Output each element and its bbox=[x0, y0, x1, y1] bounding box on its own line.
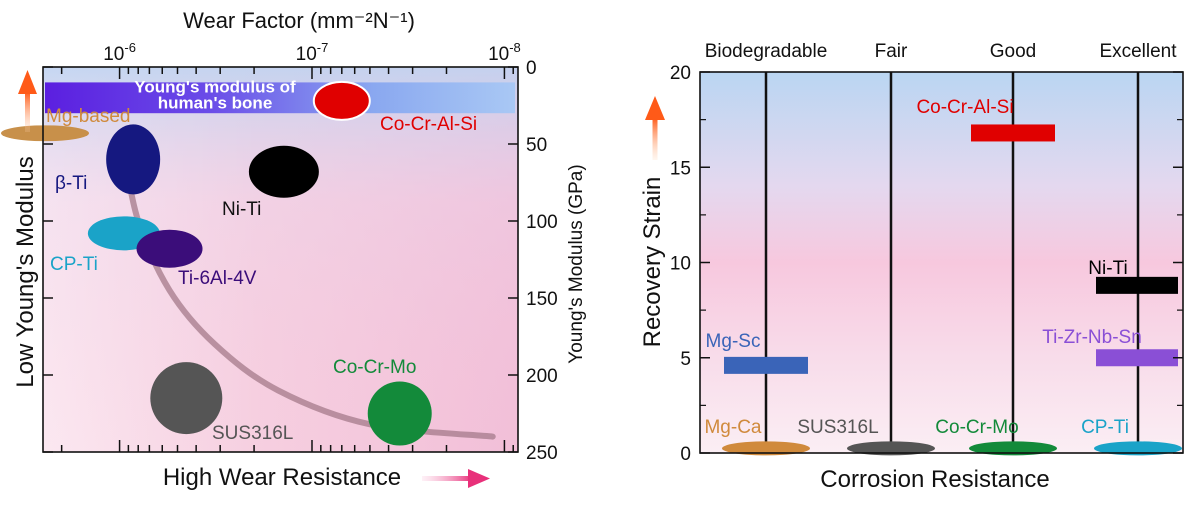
point-label-ti-6al-4v: Ti-6Al-4V bbox=[178, 268, 257, 289]
category-label-fair: Fair bbox=[875, 41, 908, 62]
point-label-co-cr-al-si: Co-Cr-Al-Si bbox=[380, 114, 477, 135]
bar-co-cr-al-si bbox=[971, 124, 1055, 142]
y-tick-label: 5 bbox=[680, 349, 691, 370]
bone-band-label: Young's modulus of bbox=[134, 77, 296, 96]
top-x-axis-title: Wear Factor (mm⁻²N⁻¹) bbox=[183, 8, 415, 33]
bar-label-sus316l: SUS316L bbox=[797, 417, 878, 438]
left-vertical-label: Low Young's Modulus bbox=[12, 156, 39, 387]
point-mg-based bbox=[1, 125, 89, 141]
point-label-ni-ti: Ni-Ti bbox=[222, 199, 261, 220]
bar-label-mg-sc: Mg-Sc bbox=[706, 331, 761, 352]
category-labels: Biodegradable Fair Good Excellent bbox=[705, 41, 1178, 62]
x-tick-label: 10-7 bbox=[296, 40, 329, 65]
x-tick-label: 10-8 bbox=[488, 40, 521, 65]
right-y-axis-ticks: 0 50 100 150 200 250 bbox=[43, 58, 558, 464]
right-plot-background bbox=[700, 72, 1183, 453]
left-plot-frame bbox=[42, 66, 519, 453]
y-tick-label: 200 bbox=[526, 366, 558, 387]
bar-mg-sc bbox=[724, 356, 808, 374]
point-co-cr-mo bbox=[367, 381, 432, 446]
y-tick-label: 0 bbox=[680, 444, 691, 465]
y-tick-label: 0 bbox=[526, 58, 537, 79]
point-ti bbox=[106, 124, 161, 195]
bar-cp-ti bbox=[1094, 441, 1182, 456]
material-bars: Mg-Ca Mg-Sc SUS316L Co-Cr-Mo Co-Cr-Al-Si CP-T… bbox=[704, 97, 1182, 456]
right-y-axis-title: Recovery Strain bbox=[639, 177, 666, 348]
right-y-axis-title: Young's Modulus (GPa) bbox=[566, 164, 587, 363]
point-label-cp-ti: CP-Ti bbox=[50, 254, 98, 275]
x-tick-label: 10-6 bbox=[103, 40, 136, 65]
category-label-excellent: Excellent bbox=[1099, 41, 1177, 62]
bar-label-co-cr-al-si: Co-Cr-Al-Si bbox=[916, 97, 1013, 118]
bone-band-label: human's bone bbox=[158, 93, 273, 112]
point-ti-6al-4v bbox=[136, 229, 203, 268]
bar-label-mg-ca: Mg-Ca bbox=[704, 417, 761, 438]
bar-label-ni-ti: Ni-Ti bbox=[1088, 258, 1127, 279]
bone-band-rect bbox=[45, 82, 515, 114]
strain-arrow-icon bbox=[645, 96, 665, 160]
material-points: Mg-based β-Ti Ni-Ti CP-Ti Ti-6Al-4V Co-Cr-Al-… bbox=[1, 80, 477, 446]
right-x-axis-title: Corrosion Resistance bbox=[820, 466, 1049, 493]
bar-sus316l bbox=[847, 441, 935, 456]
bar-ti-zr-nb-sn bbox=[1096, 349, 1178, 367]
wear-arrow-icon bbox=[422, 469, 490, 488]
bar-label-co-cr-mo: Co-Cr-Mo bbox=[935, 417, 1018, 438]
modulus-arrow-icon bbox=[18, 70, 37, 132]
point-label-mg-based: Mg-based bbox=[46, 106, 131, 127]
y-tick-label: 20 bbox=[670, 63, 691, 84]
point-label-ti: β-Ti bbox=[55, 173, 87, 194]
point-sus316l bbox=[150, 362, 223, 435]
right-chart: Mg-Ca Mg-Sc SUS316L Co-Cr-Mo Co-Cr-Al-Si CP-T… bbox=[639, 41, 1184, 493]
y-tick-label: 10 bbox=[670, 254, 691, 275]
point-ni-ti bbox=[248, 145, 319, 198]
bar-label-ti-zr-nb-sn: Ti-Zr-Nb-Sn bbox=[1042, 327, 1142, 348]
y-tick-label: 50 bbox=[526, 135, 547, 156]
point-label-sus316l: SUS316L bbox=[212, 423, 293, 444]
bar-mg-ca bbox=[722, 441, 810, 456]
left-y-axis-ticks: 0 5 10 15 20 bbox=[670, 63, 1183, 465]
y-tick-label: 150 bbox=[526, 289, 558, 310]
y-tick-label: 15 bbox=[670, 158, 691, 179]
category-label-biodegradable: Biodegradable bbox=[705, 41, 828, 62]
category-label-good: Good bbox=[990, 41, 1036, 62]
category-dividers bbox=[764, 72, 1140, 453]
point-co-cr-al-si bbox=[312, 80, 371, 121]
y-tick-label: 100 bbox=[526, 212, 558, 233]
bar-ni-ti bbox=[1096, 276, 1178, 294]
top-x-axis-ticks: 10-6 10-7 10-8 bbox=[60, 40, 521, 452]
bottom-horizontal-label: High Wear Resistance bbox=[163, 464, 401, 491]
bar-label-cp-ti: CP-Ti bbox=[1081, 417, 1129, 438]
point-label-co-cr-mo: Co-Cr-Mo bbox=[333, 357, 416, 378]
bar-co-cr-mo bbox=[969, 441, 1057, 456]
y-tick-label: 250 bbox=[526, 443, 558, 464]
